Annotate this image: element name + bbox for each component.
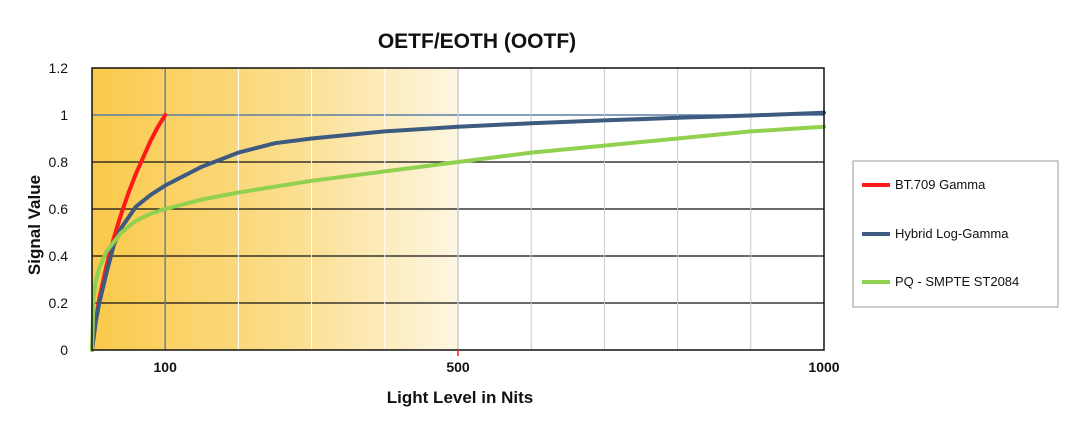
- series-lines: [90, 110, 826, 352]
- legend-label: BT.709 Gamma: [895, 177, 986, 192]
- y-tick-label: 0: [60, 342, 68, 358]
- legend-label: Hybrid Log-Gamma: [895, 226, 1009, 241]
- y-tick-label: 0.2: [49, 295, 69, 311]
- legend-label: PQ - SMPTE ST2084: [895, 274, 1019, 289]
- x-tick-label: 100: [154, 359, 178, 375]
- y-tick-label: 0.4: [49, 248, 69, 264]
- y-tick-label: 1.2: [49, 60, 69, 76]
- y-tick-label: 0.6: [49, 201, 69, 217]
- x-axis-title: Light Level in Nits: [387, 388, 533, 407]
- legend: BT.709 Gamma Hybrid Log-Gamma PQ - SMPTE S…: [852, 160, 1059, 308]
- series-line-pq-smpte-st2084: [90, 124, 826, 352]
- x-tick-labels: 100 500 1000: [154, 350, 840, 375]
- y-axis-title: Signal Value: [25, 175, 44, 275]
- x-tick-label: 1000: [808, 359, 839, 375]
- y-tick-label: 1: [60, 107, 68, 123]
- x-tick-label: 500: [446, 359, 470, 375]
- y-tick-labels: 0 0.2 0.4 0.6 0.8 1 1.2: [49, 60, 69, 358]
- grid: [92, 68, 824, 350]
- chart-title: OETF/EOTH (OOTF): [378, 30, 576, 53]
- series-line-hybrid-log-gamma: [90, 110, 826, 352]
- y-tick-label: 0.8: [49, 154, 69, 170]
